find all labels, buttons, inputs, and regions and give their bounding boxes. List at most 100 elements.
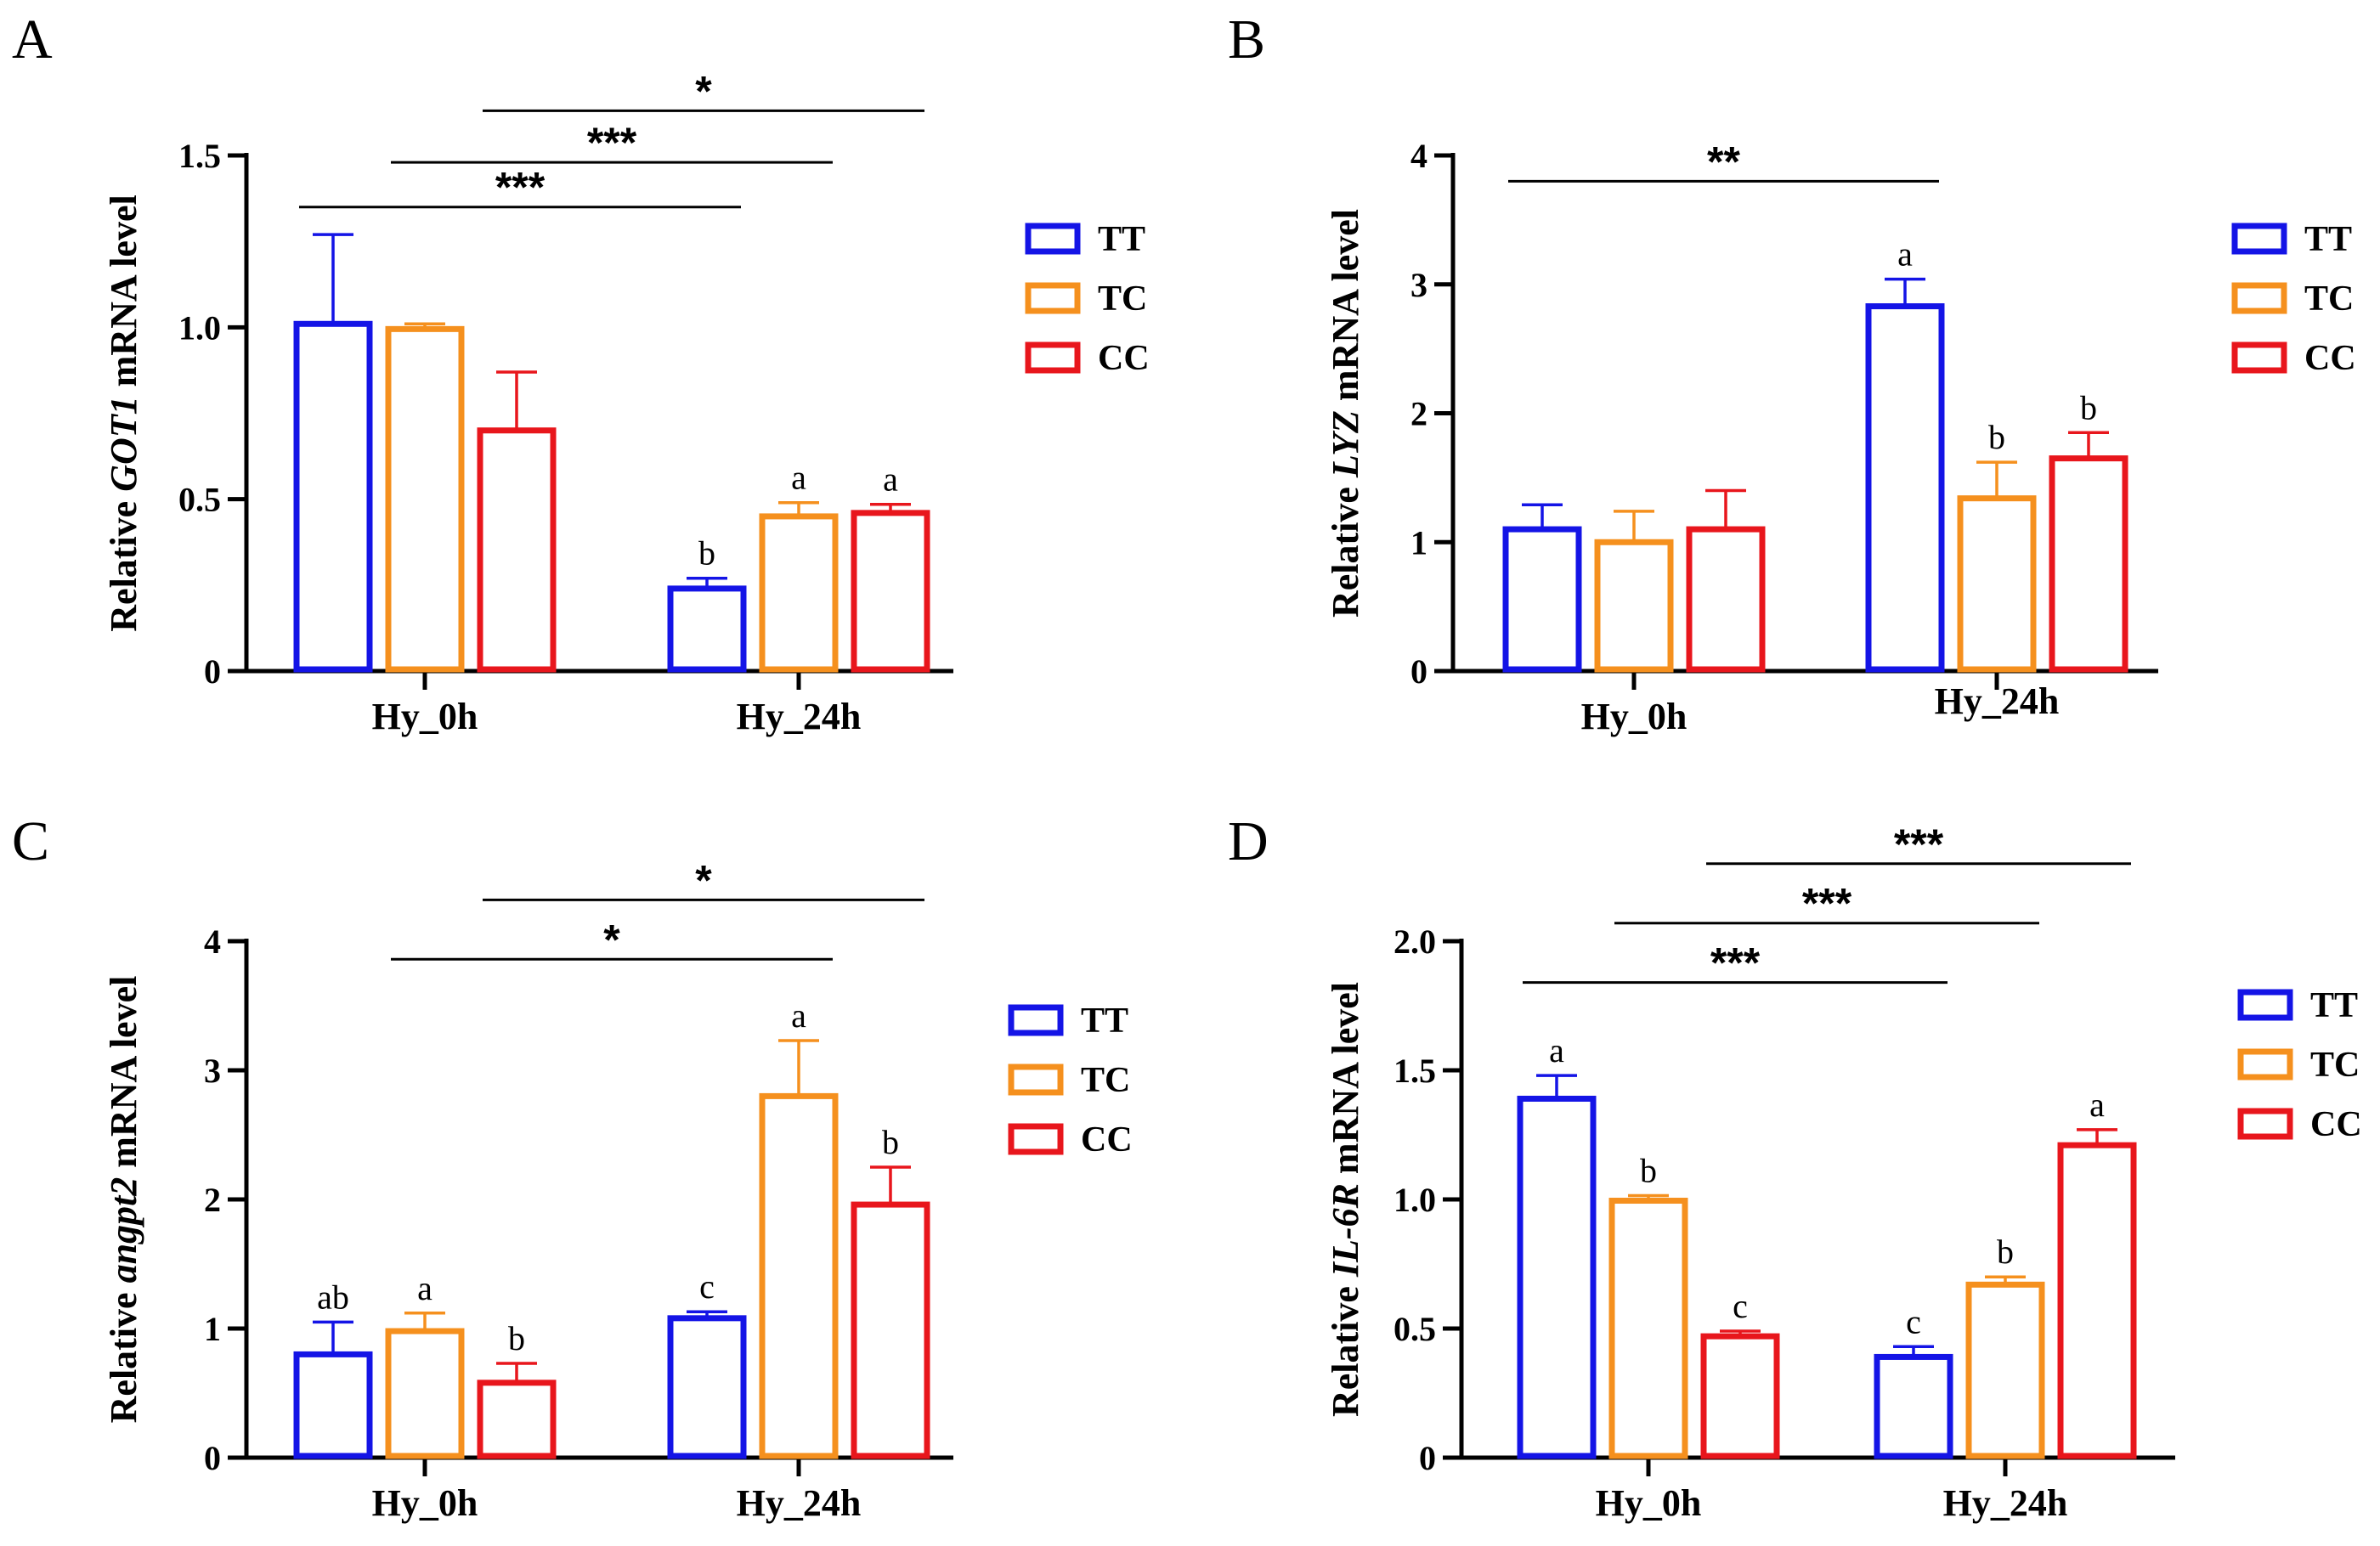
panel-c: C 0 1 2 3 4 Hy_0h Hy_24h Relative angpt2 mRNA le… (12, 810, 1133, 1524)
x-category-label: Hy_0h (1596, 1482, 1702, 1524)
legend-swatch-tc (2231, 282, 2287, 314)
bar-tc (759, 513, 839, 673)
significance-letter: a (1897, 235, 1913, 274)
x-category-label: Hy_24h (737, 1482, 862, 1524)
bar-tc (1594, 539, 1674, 673)
y-axis-title-prefix: Relative (103, 1283, 144, 1423)
y-axis-title-suffix: mRNA level (103, 976, 144, 1177)
y-axis-title-suffix: mRNA level (1325, 982, 1366, 1183)
y-axis-title-gene: IL-6R (1325, 1183, 1366, 1278)
significance-letter: c (1733, 1287, 1748, 1325)
significance-letter: a (1549, 1031, 1564, 1069)
y-axis-title: Relative angpt2 mRNA level (103, 976, 144, 1424)
legend-swatch-cc (1025, 341, 1081, 374)
bar-tc (385, 325, 465, 673)
legend-swatch-tt (1025, 223, 1081, 255)
x-category-label: Hy_0h (372, 696, 478, 737)
significance-stars: * (603, 916, 620, 963)
significance-stars: *** (1710, 939, 1761, 987)
legend-swatch-tt (2231, 223, 2287, 255)
y-tick-label: 2 (204, 1181, 221, 1219)
significance-stars: *** (1802, 880, 1852, 928)
y-tick-label: 0.5 (178, 481, 221, 519)
bar-tt (667, 1315, 747, 1459)
y-tick-label: 1.0 (178, 308, 221, 347)
y-tick-label: 1 (1410, 523, 1427, 561)
bar-tc (759, 1092, 839, 1459)
bar-tc (1608, 1198, 1688, 1459)
significance-letter: a (417, 1269, 432, 1307)
significance-stars: *** (495, 164, 546, 212)
bar-cc (477, 1380, 557, 1459)
panel-letter: C (12, 810, 49, 872)
significance-stars: *** (1894, 821, 1944, 868)
y-tick-label: 1.5 (1394, 1052, 1436, 1090)
panel-letter: A (12, 8, 53, 71)
significance-letter: c (1906, 1302, 1921, 1340)
y-tick-label: 4 (1410, 137, 1427, 175)
legend-label: CC (2310, 1105, 2362, 1144)
significance-letter: b (698, 534, 715, 573)
bar-tt (1865, 303, 1945, 673)
bar-cc (2057, 1142, 2137, 1459)
x-category-label: Hy_0h (1581, 696, 1687, 737)
legend-label: TC (1081, 1061, 1130, 1100)
significance-stars: * (695, 856, 712, 904)
bar-tc (1965, 1281, 2045, 1459)
significance-stars: *** (587, 119, 637, 166)
y-tick-label: 1.5 (178, 137, 221, 175)
bar-cc (1686, 526, 1766, 673)
significance-letter: a (883, 460, 898, 499)
x-category-label: Hy_0h (372, 1482, 478, 1524)
significance-letter: b (1997, 1233, 2014, 1271)
y-tick-label: 0 (204, 1439, 221, 1477)
y-axis-title-prefix: Relative (1325, 1277, 1366, 1417)
legend-label: CC (1081, 1120, 1133, 1160)
x-category-label: Hy_24h (737, 696, 862, 737)
y-tick-label: 3 (204, 1052, 221, 1090)
bar-tt (667, 585, 747, 673)
legend-label: TT (2310, 986, 2358, 1025)
y-tick-label: 0.5 (1394, 1310, 1436, 1348)
y-axis-title-gene: GOT1 (103, 396, 144, 491)
bar-cc (477, 427, 557, 673)
y-tick-label: 0 (1410, 652, 1427, 691)
significance-letter: ab (317, 1278, 349, 1316)
bar-tt (293, 320, 373, 673)
significance-letter: c (699, 1267, 715, 1306)
y-axis-title-suffix: mRNA level (103, 195, 144, 396)
significance-letter: b (1988, 418, 2005, 456)
significance-letter: b (2080, 388, 2097, 426)
legend-label: CC (1098, 339, 1150, 378)
x-category-label: Hy_24h (1943, 1482, 2068, 1524)
legend-swatch-tc (2237, 1048, 2293, 1081)
bar-cc (1700, 1333, 1780, 1459)
panel-letter: B (1228, 8, 1265, 71)
y-tick-label: 1.0 (1394, 1181, 1436, 1219)
legend-label: TT (1081, 1002, 1128, 1041)
y-axis-title: Relative GOT1 mRNA level (103, 195, 144, 631)
legend-swatch-cc (2231, 341, 2287, 374)
y-axis-title-prefix: Relative (1325, 477, 1366, 618)
y-axis-title: Relative LYZ mRNA level (1325, 209, 1366, 618)
significance-stars: ** (1707, 138, 1740, 185)
panel-b: B 0 1 2 3 4 Hy_0h Hy_24h Relative LYZ mRNA level… (1228, 8, 2356, 737)
bar-tt (1517, 1095, 1597, 1459)
significance-letter: a (791, 459, 806, 497)
y-axis-title-gene: angpt2 (103, 1177, 144, 1284)
legend-swatch-tt (1008, 1004, 1064, 1036)
panel-letter: D (1228, 810, 1269, 872)
legend-swatch-cc (2237, 1108, 2293, 1140)
legend-swatch-tt (2237, 989, 2293, 1021)
legend-label: CC (2304, 339, 2356, 378)
legend-swatch-tc (1008, 1064, 1064, 1096)
bar-cc (851, 510, 930, 673)
bar-tt (1502, 526, 1582, 673)
legend-swatch-tc (1025, 282, 1081, 314)
y-tick-label: 1 (204, 1310, 221, 1348)
bar-tc (385, 1328, 465, 1459)
y-tick-label: 4 (204, 923, 221, 961)
bar-tt (293, 1351, 373, 1459)
y-tick-label: 3 (1410, 266, 1427, 304)
y-tick-label: 2.0 (1394, 923, 1436, 961)
